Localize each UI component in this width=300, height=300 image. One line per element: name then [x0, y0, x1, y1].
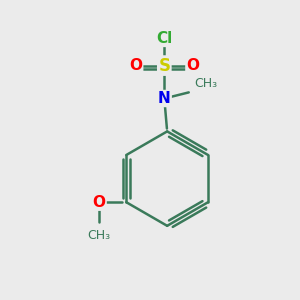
- Text: S: S: [158, 57, 170, 75]
- Text: N: N: [158, 91, 171, 106]
- Text: CH₃: CH₃: [194, 77, 218, 90]
- Text: CH₃: CH₃: [88, 230, 111, 242]
- Text: Cl: Cl: [156, 31, 172, 46]
- Text: O: O: [93, 195, 106, 210]
- Text: O: O: [186, 58, 200, 73]
- Text: O: O: [129, 58, 142, 73]
